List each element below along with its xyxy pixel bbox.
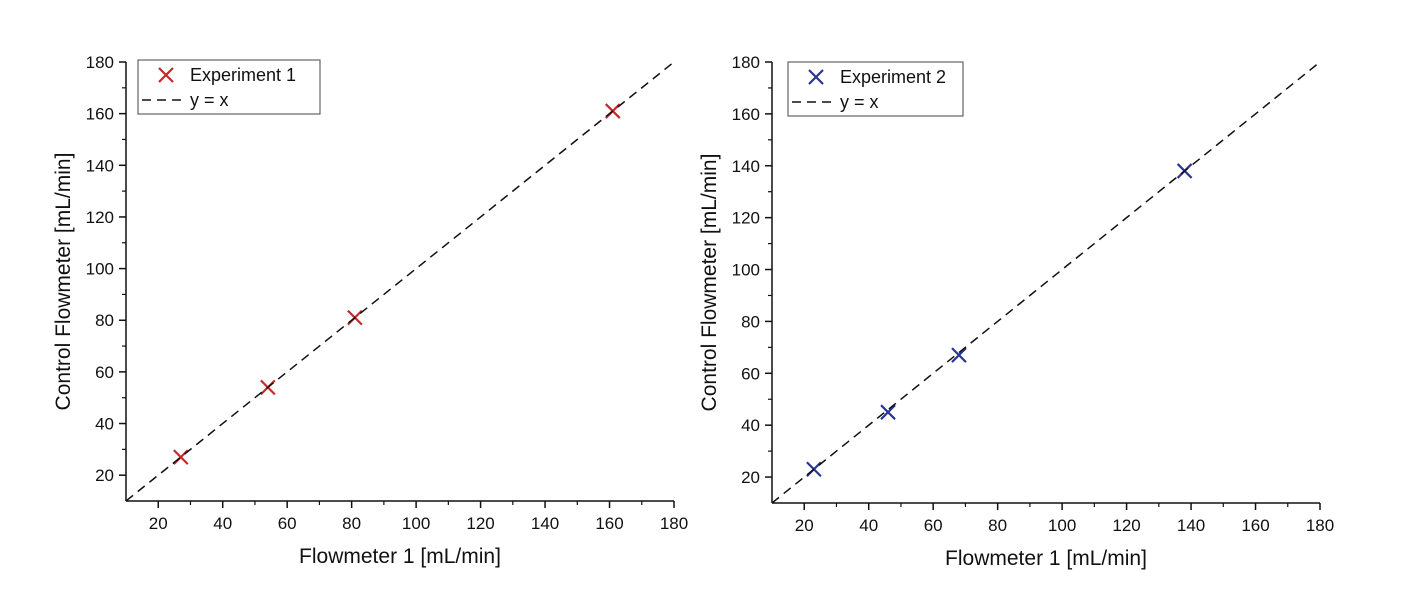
- chart1-reference-line: [125, 61, 675, 502]
- chart2-y-tick-label: 160: [732, 105, 760, 124]
- chart1-x-tick-label: 160: [595, 514, 623, 533]
- chart2-legend-label: y = x: [840, 92, 879, 112]
- chart2-legend-box: [787, 61, 964, 117]
- chart2-x-tick-label: 20: [795, 516, 814, 535]
- chart1-y-axis-title: Control Flowmeter [mL/min]: [52, 153, 75, 411]
- chart1-y-tick-label: 40: [95, 415, 114, 434]
- chart1-y-tick-label: 80: [95, 311, 114, 330]
- chart1-x-axis-title: Flowmeter 1 [mL/min]: [299, 545, 501, 568]
- chart1-y-tick-label: 100: [86, 260, 114, 279]
- chart1-x-tick-label: 80: [342, 514, 361, 533]
- chart2-y-tick-label: 40: [741, 416, 760, 435]
- chart2-x-tick-label: 140: [1177, 516, 1205, 535]
- chart2-x-tick-label: 160: [1241, 516, 1269, 535]
- chart2-data-point: [880, 404, 896, 420]
- chart2-y-tick-label: 120: [732, 209, 760, 228]
- chart2-legend-label: Experiment 2: [840, 67, 946, 87]
- chart2-reference-line: [771, 61, 1321, 504]
- chart-experiment-2: 20 40 60 80 100 120 140 160 180 20 40 60 80 100 120 140…: [700, 53, 1334, 570]
- chart2-x-tick-label: 60: [924, 516, 943, 535]
- chart1-y-tick-label: 20: [95, 466, 114, 485]
- chart1-x-tick-label: 40: [213, 514, 232, 533]
- chart2-y-axis-title: Control Flowmeter [mL/min]: [700, 154, 721, 412]
- chart1-legend: Experiment 1 y = x: [137, 59, 321, 115]
- chart1-x-tick-label: 180: [660, 514, 688, 533]
- chart1-x-tick-label: 60: [278, 514, 297, 533]
- chart2-legend-marker: [808, 69, 824, 85]
- chart2-y-tick-label: 60: [741, 364, 760, 383]
- chart2-y-tick-label: 180: [732, 53, 760, 72]
- chart2-legend: Experiment 2 y = x: [787, 61, 964, 117]
- chart1-legend-marker: [158, 67, 174, 83]
- chart2-x-axis-title: Flowmeter 1 [mL/min]: [945, 547, 1147, 570]
- chart2-y-tick-label: 140: [732, 157, 760, 176]
- chart2-x-tick-label: 80: [988, 516, 1007, 535]
- chart2-data-point: [951, 347, 967, 363]
- chart1-x-tick-label: 120: [466, 514, 494, 533]
- chart1-x-tick-label: 140: [531, 514, 559, 533]
- chart2-x-tick-label: 180: [1306, 516, 1334, 535]
- chart1-y-tick-label: 120: [86, 208, 114, 227]
- chart1-legend-label: Experiment 1: [190, 65, 296, 85]
- chart2-x-tick-label: 120: [1112, 516, 1140, 535]
- chart2-y-tick-label: 80: [741, 312, 760, 331]
- chart1-y-tick-label: 180: [86, 53, 114, 72]
- chart1-x-tick-label: 20: [149, 514, 168, 533]
- chart-experiment-1: 20 40 60 80 100 120 140 160 180 20 40 60 80 100 120 140…: [52, 53, 688, 568]
- chart1-y-tick-label: 60: [95, 363, 114, 382]
- chart1-legend-label: y = x: [190, 90, 229, 110]
- chart1-legend-box: [137, 59, 321, 115]
- chart2-y-tick-label: 20: [741, 468, 760, 487]
- chart2-y-tick-label: 100: [732, 261, 760, 280]
- chart2-x-tick-label: 100: [1048, 516, 1076, 535]
- chart1-x-tick-label: 100: [402, 514, 430, 533]
- chart1-y-tick-label: 160: [86, 105, 114, 124]
- chart2-x-tick-label: 40: [859, 516, 878, 535]
- chart1-y-tick-label: 140: [86, 156, 114, 175]
